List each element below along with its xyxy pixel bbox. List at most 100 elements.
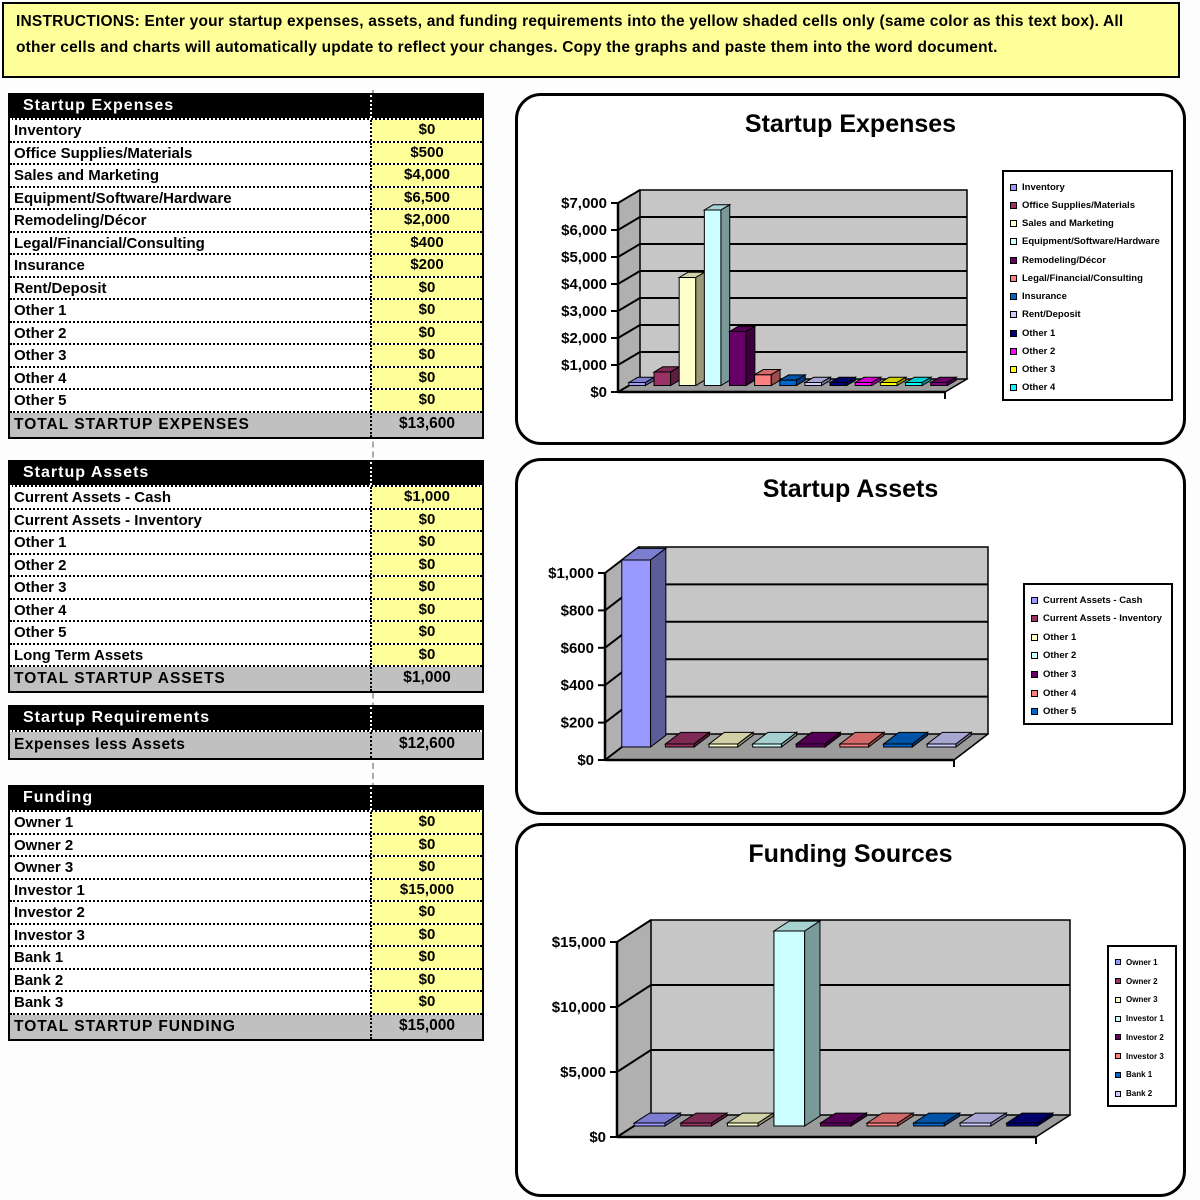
side-gridline [617,297,641,312]
table-header-value-spacer [372,707,482,730]
legend-label: Owner 2 [1126,976,1158,986]
table-row: Insurance $200 [10,255,482,278]
y-tick-label: $1,000 [548,565,594,582]
value-cell[interactable]: $0 [372,532,482,553]
bar-side [745,325,756,387]
legend-label: Other 5 [1043,706,1077,718]
value-cell[interactable]: $0 [372,812,482,833]
value-cell[interactable]: $6,500 [372,187,482,208]
legend-item: Other 1 [1010,324,1167,342]
row-label: Owner 1 [10,812,372,833]
table-row: Other 1 $0 [10,300,482,323]
legend-swatch-icon [1115,959,1121,966]
value-cell[interactable]: $0 [372,622,482,643]
legend-item: Other 3 [1031,665,1167,684]
y-tick-label: $5,000 [561,249,607,266]
bar-remodeling-d-cor [727,325,757,387]
value-cell[interactable]: $500 [372,142,482,163]
value-cell[interactable]: $0 [372,924,482,945]
value-cell[interactable]: $15,000 [372,879,482,900]
table-row: Other 3 $0 [10,345,482,368]
row-label: Other 3 [10,577,372,598]
value-cell[interactable]: $0 [372,992,482,1013]
legend-item: Other 1 [1031,628,1167,647]
row-label: Other 2 [10,322,372,343]
legend-swatch-icon [1115,1034,1121,1041]
table-header-value-spacer [372,95,482,118]
side-gridline [617,324,641,339]
legend-swatch-icon [1010,329,1017,337]
total-value-cell: $15,000 [372,1014,482,1039]
value-cell[interactable]: $0 [372,367,482,388]
value-cell[interactable]: $0 [372,300,482,321]
bar-side [955,731,972,749]
y-tick-label: $4,000 [561,276,607,293]
bar-bank-1 [911,1112,962,1127]
bar-front [703,209,722,386]
instructions-banner: INSTRUCTIONS: Enter your startup expense… [2,2,1180,78]
legend-label: Equipment/Software/Hardware [1022,236,1160,248]
legend-label: Sales and Marketing [1022,218,1114,230]
value-cell[interactable]: $0 [372,947,482,968]
value-cell[interactable]: $0 [372,509,482,530]
value-cell[interactable]: $0 [372,834,482,855]
legend-item: Current Assets - Cash [1031,591,1167,610]
row-label: Other 2 [10,554,372,575]
legend-item: Investor 2 [1115,1028,1171,1047]
chart-legend: Current Assets - Cash Current Assets - In… [1023,583,1173,725]
legend-item: Equipment/Software/Hardware [1010,233,1167,251]
value-cell[interactable]: $0 [372,322,482,343]
y-tick-label: $600 [561,640,594,657]
value-cell[interactable]: $400 [372,232,482,253]
value-cell[interactable]: $0 [372,345,482,366]
legend-swatch-icon [1010,201,1017,209]
value-cell[interactable]: $0 [372,390,482,411]
table-row: Inventory $0 [10,120,482,143]
startup-requirements-table: Startup Requirements Expenses less Assets… [8,705,484,760]
value-cell[interactable]: $0 [372,969,482,990]
value-cell[interactable]: $2,000 [372,210,482,231]
table-header-label: Startup Assets [10,462,372,485]
bar-other-1 [707,731,755,749]
row-label: Bank 1 [10,947,372,968]
value-cell[interactable]: $0 [372,120,482,141]
value-cell[interactable]: $1,000 [372,487,482,508]
value-cell[interactable]: $4,000 [372,165,482,186]
value-cell[interactable]: $0 [372,599,482,620]
row-label: Other 1 [10,300,372,321]
legend-swatch-icon [1115,996,1121,1003]
bar-side [946,376,957,387]
bar-other-3 [794,731,842,749]
value-cell[interactable]: $0 [372,577,482,598]
legend-item: Other 4 [1031,684,1167,703]
value-cell[interactable]: $0 [372,644,482,665]
bar-side [868,731,885,749]
table-header-label: Startup Expenses [10,95,372,118]
y-tick-label: $2,000 [561,330,607,347]
value-cell[interactable]: $0 [372,902,482,923]
row-label: Owner 3 [10,857,372,878]
y-tick-label: $10,000 [552,999,606,1016]
chart-canvas: $15,000 $10,000 $5,000 $0 [552,919,1072,1146]
plot-side-wall [617,189,641,393]
legend-swatch-icon [1115,1053,1121,1060]
total-label: TOTAL STARTUP ASSETS [10,667,372,691]
bar-legal-financial-consulting [752,368,782,387]
bar-side [780,731,798,749]
legend-label: Bank 2 [1126,1089,1153,1099]
row-label: Expenses less Assets [10,732,372,758]
bar-side [795,374,806,387]
bar-owner-3 [725,1112,776,1127]
value-cell[interactable]: $0 [372,554,482,575]
row-label: Sales and Marketing [10,165,372,186]
table-row: Investor 1 $15,000 [10,879,482,902]
side-gridline [616,919,652,943]
value-cell[interactable]: $200 [372,255,482,276]
value-cell[interactable]: $0 [372,277,482,298]
legend-label: Owner 1 [1126,957,1158,967]
bar-front [728,331,747,386]
table-row: Long Term Assets $0 [10,644,482,667]
value-cell[interactable]: $0 [372,857,482,878]
bar-other-2 [853,376,883,387]
legend-swatch-icon [1031,671,1038,679]
